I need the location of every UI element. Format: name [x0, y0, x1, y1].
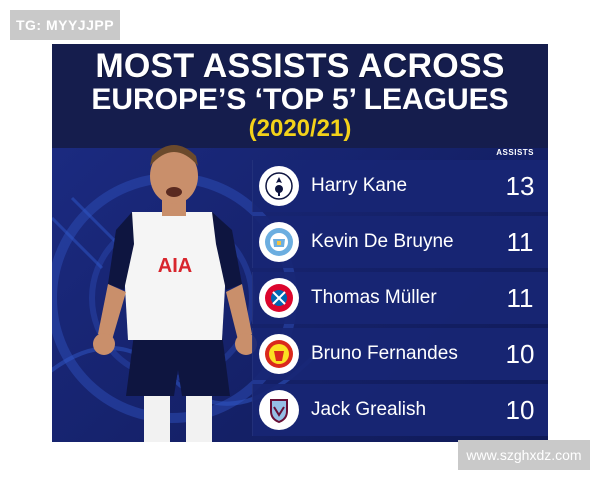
shirt-sponsor-text: AIA: [158, 255, 192, 277]
aston-villa-crest-icon: [259, 390, 299, 430]
assists-column-header: ASSISTS: [496, 148, 534, 157]
infographic-header: MOST ASSISTS ACROSS EUROPE’S ‘TOP 5’ LEA…: [52, 44, 548, 146]
player-name: Kevin De Bruyne: [311, 231, 454, 252]
assist-count: 13: [505, 170, 535, 201]
table-row: Harry Kane 13: [252, 160, 548, 212]
player-name: Jack Grealish: [311, 399, 427, 420]
bayern-crest-icon: [259, 278, 299, 318]
infographic: MOST ASSISTS ACROSS EUROPE’S ‘TOP 5’ LEA…: [52, 44, 548, 442]
season-label: (2020/21): [248, 115, 352, 142]
table-row: Thomas Müller 11: [252, 272, 548, 324]
tottenham-crest-icon: [259, 166, 299, 206]
assists-table: Harry Kane 13 Kevin De Bruyne 11: [252, 160, 548, 440]
player-photo: AIA: [93, 145, 257, 442]
player-name: Harry Kane: [311, 175, 408, 196]
table-row: Bruno Fernandes 10: [252, 328, 548, 380]
assist-count: 11: [506, 282, 534, 313]
table-row: Jack Grealish 10: [252, 384, 548, 436]
man-city-crest-icon: [259, 222, 299, 262]
table-row: Kevin De Bruyne 11: [252, 216, 548, 268]
assist-count: 10: [505, 394, 535, 425]
watermark-top-left: TG: MYYJJPP: [10, 10, 120, 40]
title-line-1: MOST ASSISTS ACROSS: [95, 47, 505, 85]
watermark-bottom-right: www.szghxdz.com: [458, 440, 590, 470]
player-name: Bruno Fernandes: [311, 343, 458, 364]
player-name: Thomas Müller: [311, 287, 437, 308]
man-utd-crest-icon: [259, 334, 299, 374]
assist-count: 10: [505, 338, 535, 369]
title-line-2: EUROPE’S ‘TOP 5’ LEAGUES: [91, 83, 509, 116]
assist-count: 11: [506, 226, 534, 257]
